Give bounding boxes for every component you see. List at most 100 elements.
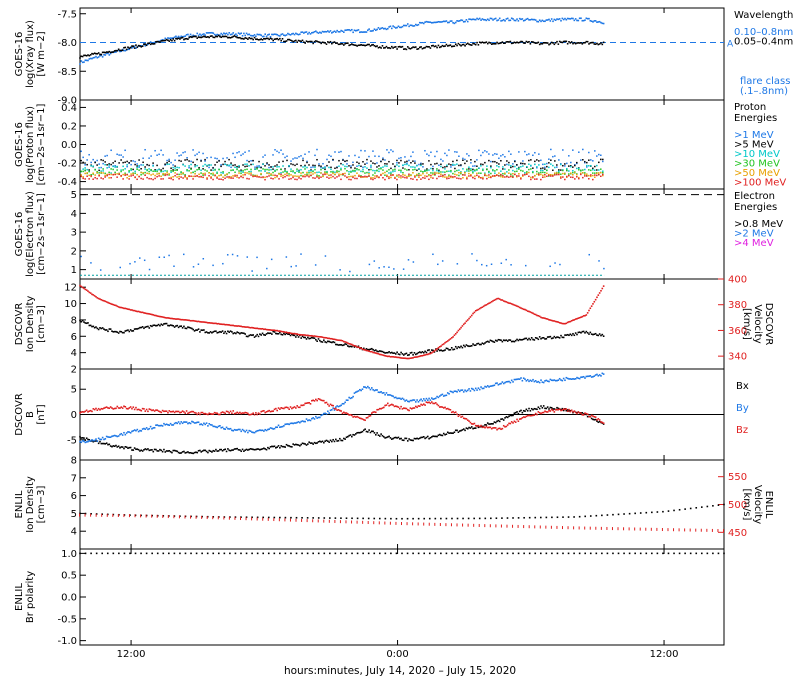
data-point [470,169,472,172]
data-point [346,176,348,178]
data-point [438,172,440,175]
data-point [572,378,574,380]
data-point [532,177,534,179]
data-point [152,427,155,429]
data-point [118,172,120,175]
data-point [158,153,160,156]
data-point [277,445,280,447]
data-point [208,422,211,425]
data-point [414,353,417,356]
data-point [367,29,369,32]
data-point [594,150,596,152]
data-point [107,52,109,55]
data-point [512,340,514,343]
data-point [352,395,354,398]
data-point [84,59,87,62]
data-point [501,427,504,430]
data-point [89,409,92,412]
data-point [127,447,129,449]
data-point [505,425,508,428]
data-point [113,50,116,52]
data-point [207,451,209,454]
data-point [187,326,189,328]
data-point [544,171,546,174]
data-point [478,176,480,179]
data-point [368,415,370,417]
data-point [541,407,544,409]
data-point [240,412,243,415]
data-point [472,423,474,425]
data-point [146,169,148,171]
data-point [460,326,462,329]
data-point [495,552,498,555]
data-point [368,43,370,46]
data-point [124,173,126,176]
data-point [160,323,163,326]
data-point [337,409,340,411]
data-point [206,164,208,167]
data-point [296,157,298,159]
data-point [163,448,165,451]
data-point [453,411,456,414]
data-point [554,41,557,44]
data-point [212,178,214,181]
data-point [168,424,171,427]
data-point [114,160,116,163]
data-point [211,451,213,453]
data-point [466,153,468,155]
data-point [122,169,124,171]
data-point [456,552,459,555]
data-point [128,170,130,172]
data-point [187,422,189,425]
data-point [568,408,570,411]
data-point [529,338,532,341]
data-point [442,432,445,435]
data-point [84,178,86,180]
data-point [269,332,272,335]
data-point [568,174,570,177]
data-point [172,176,174,178]
data-point [580,331,582,334]
data-point [291,333,293,336]
data-point [467,523,469,527]
data-point [106,174,108,177]
data-point [86,159,88,161]
data-point [542,42,545,44]
data-point [345,552,348,555]
data-point [582,375,585,378]
data-point [116,49,119,52]
data-point [152,314,155,316]
data-point [295,422,297,424]
data-point [320,32,322,34]
data-point [434,402,437,404]
data-point [361,388,364,390]
data-point [136,408,139,411]
data-point [562,40,565,43]
data-point [564,172,566,175]
data-point [476,159,478,161]
data-point [307,334,309,337]
data-point [118,173,120,176]
data-point [159,40,161,43]
data-point [90,552,92,555]
data-point [357,345,360,348]
data-point [156,315,159,317]
data-point [291,39,293,42]
data-point [440,394,442,396]
data-point [217,450,220,452]
data-point [488,174,490,176]
data-point [245,448,248,451]
data-point [172,410,175,413]
data-point [456,523,458,527]
data-point [434,522,436,526]
data-point [386,27,389,30]
data-point [133,309,136,312]
data-point [331,409,333,411]
data-point [343,437,345,440]
data-point [572,149,574,151]
data-point [373,552,376,555]
data-point [323,441,325,444]
data-point [356,390,358,393]
data-point [276,150,278,153]
